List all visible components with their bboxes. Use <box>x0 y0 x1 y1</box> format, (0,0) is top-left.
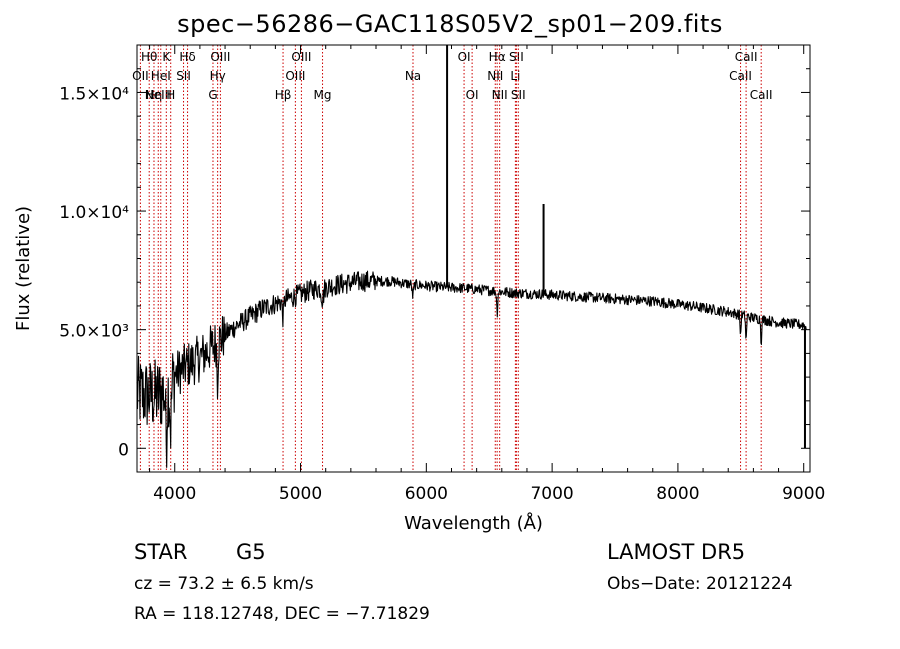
axis-labels: 4000 5000 6000 7000 8000 9000 0 5.0×10³ 1.0×10⁴ 1… <box>13 84 825 534</box>
y-axis-label: Flux (relative) <box>13 206 34 331</box>
line-marker-label: Hθ <box>141 50 157 64</box>
spectrum-line <box>136 270 807 468</box>
line-marker-label: OI <box>466 88 479 102</box>
y-tick-label: 5.0×10³ <box>59 322 129 342</box>
object-class: STAR <box>134 540 188 564</box>
line-marker-label: OIII <box>291 50 311 64</box>
line-marker-label: Na <box>405 69 421 83</box>
line-marker-label: OIII <box>210 50 230 64</box>
x-tick-label: 7000 <box>530 484 573 504</box>
line-marker-label: SII <box>509 50 524 64</box>
x-tick-label: 8000 <box>656 484 699 504</box>
coordinates: RA = 118.12748, DEC = −7.71829 <box>134 604 430 624</box>
plot-frame <box>136 44 811 473</box>
line-marker-label: CaII <box>735 50 758 64</box>
redshift-text: cz = 73.2 ± 6.5 km/s <box>134 574 314 594</box>
line-marker-label: SII <box>176 69 191 83</box>
survey-name: LAMOST DR5 <box>607 540 746 564</box>
obs-date: Obs−Date: 20121224 <box>607 574 793 594</box>
line-markers: OIIHθHηNeIIIHeIKHSIIHδGHγOIIIHβOIIIOIIIM… <box>132 45 773 472</box>
line-marker-label: Hδ <box>179 50 195 64</box>
spectrum-series <box>136 45 807 468</box>
line-marker-label: K <box>162 50 171 64</box>
line-marker-label: NII <box>487 69 503 83</box>
y-tick-label: 1.5×10⁴ <box>59 84 129 104</box>
x-tick-label: 5000 <box>279 484 322 504</box>
y-tick-label: 0 <box>118 440 129 460</box>
line-marker-label: Hγ <box>210 69 226 83</box>
line-marker-label: CaII <box>750 88 773 102</box>
x-tick-label: 4000 <box>153 484 196 504</box>
line-marker-label: Hβ <box>275 88 292 102</box>
axes <box>137 45 810 472</box>
line-marker-label: OI <box>458 50 471 64</box>
line-marker-label: OIII <box>285 69 305 83</box>
x-axis-label: Wavelength (Å) <box>404 512 543 534</box>
line-marker-label: HeI <box>151 69 171 83</box>
line-marker-label: Mg <box>314 88 332 102</box>
x-tick-label: 9000 <box>782 484 825 504</box>
object-subclass: G5 <box>236 540 266 564</box>
line-marker-label: Hα <box>489 50 506 64</box>
line-marker-label: G <box>208 88 217 102</box>
line-marker-label: NII <box>492 88 508 102</box>
line-marker-label: SII <box>511 88 526 102</box>
line-marker-label: NeIII <box>145 88 172 102</box>
line-marker-label: Li <box>510 69 520 83</box>
chart-title: spec−56286−GAC118S05V2_sp01−209.fits <box>177 10 723 38</box>
y-tick-label: 1.0×10⁴ <box>59 203 129 223</box>
line-marker-label: H <box>166 88 175 102</box>
line-marker-label: OII <box>132 69 149 83</box>
line-marker-label: CaII <box>729 69 752 83</box>
x-tick-label: 6000 <box>405 484 448 504</box>
